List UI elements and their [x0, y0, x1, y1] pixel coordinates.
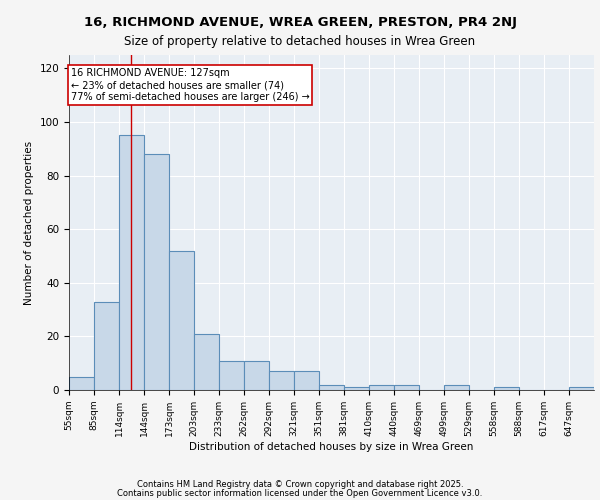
- Bar: [119, 136, 144, 390]
- Bar: [194, 334, 219, 390]
- Bar: [494, 388, 519, 390]
- Y-axis label: Number of detached properties: Number of detached properties: [24, 140, 34, 304]
- Bar: [394, 384, 419, 390]
- Text: Size of property relative to detached houses in Wrea Green: Size of property relative to detached ho…: [124, 35, 476, 48]
- Bar: [219, 360, 244, 390]
- Text: 16, RICHMOND AVENUE, WREA GREEN, PRESTON, PR4 2NJ: 16, RICHMOND AVENUE, WREA GREEN, PRESTON…: [83, 16, 517, 29]
- Bar: [69, 376, 94, 390]
- Text: 16 RICHMOND AVENUE: 127sqm
← 23% of detached houses are smaller (74)
77% of semi: 16 RICHMOND AVENUE: 127sqm ← 23% of deta…: [71, 68, 310, 102]
- Bar: [244, 360, 269, 390]
- Bar: [94, 302, 119, 390]
- Text: Contains HM Land Registry data © Crown copyright and database right 2025.: Contains HM Land Registry data © Crown c…: [137, 480, 463, 489]
- Bar: [344, 388, 369, 390]
- Bar: [294, 371, 319, 390]
- Bar: [144, 154, 169, 390]
- Text: Contains public sector information licensed under the Open Government Licence v3: Contains public sector information licen…: [118, 489, 482, 498]
- Bar: [269, 371, 294, 390]
- X-axis label: Distribution of detached houses by size in Wrea Green: Distribution of detached houses by size …: [190, 442, 473, 452]
- Bar: [569, 388, 594, 390]
- Bar: [169, 250, 194, 390]
- Bar: [444, 384, 469, 390]
- Bar: [369, 384, 394, 390]
- Bar: [319, 384, 344, 390]
